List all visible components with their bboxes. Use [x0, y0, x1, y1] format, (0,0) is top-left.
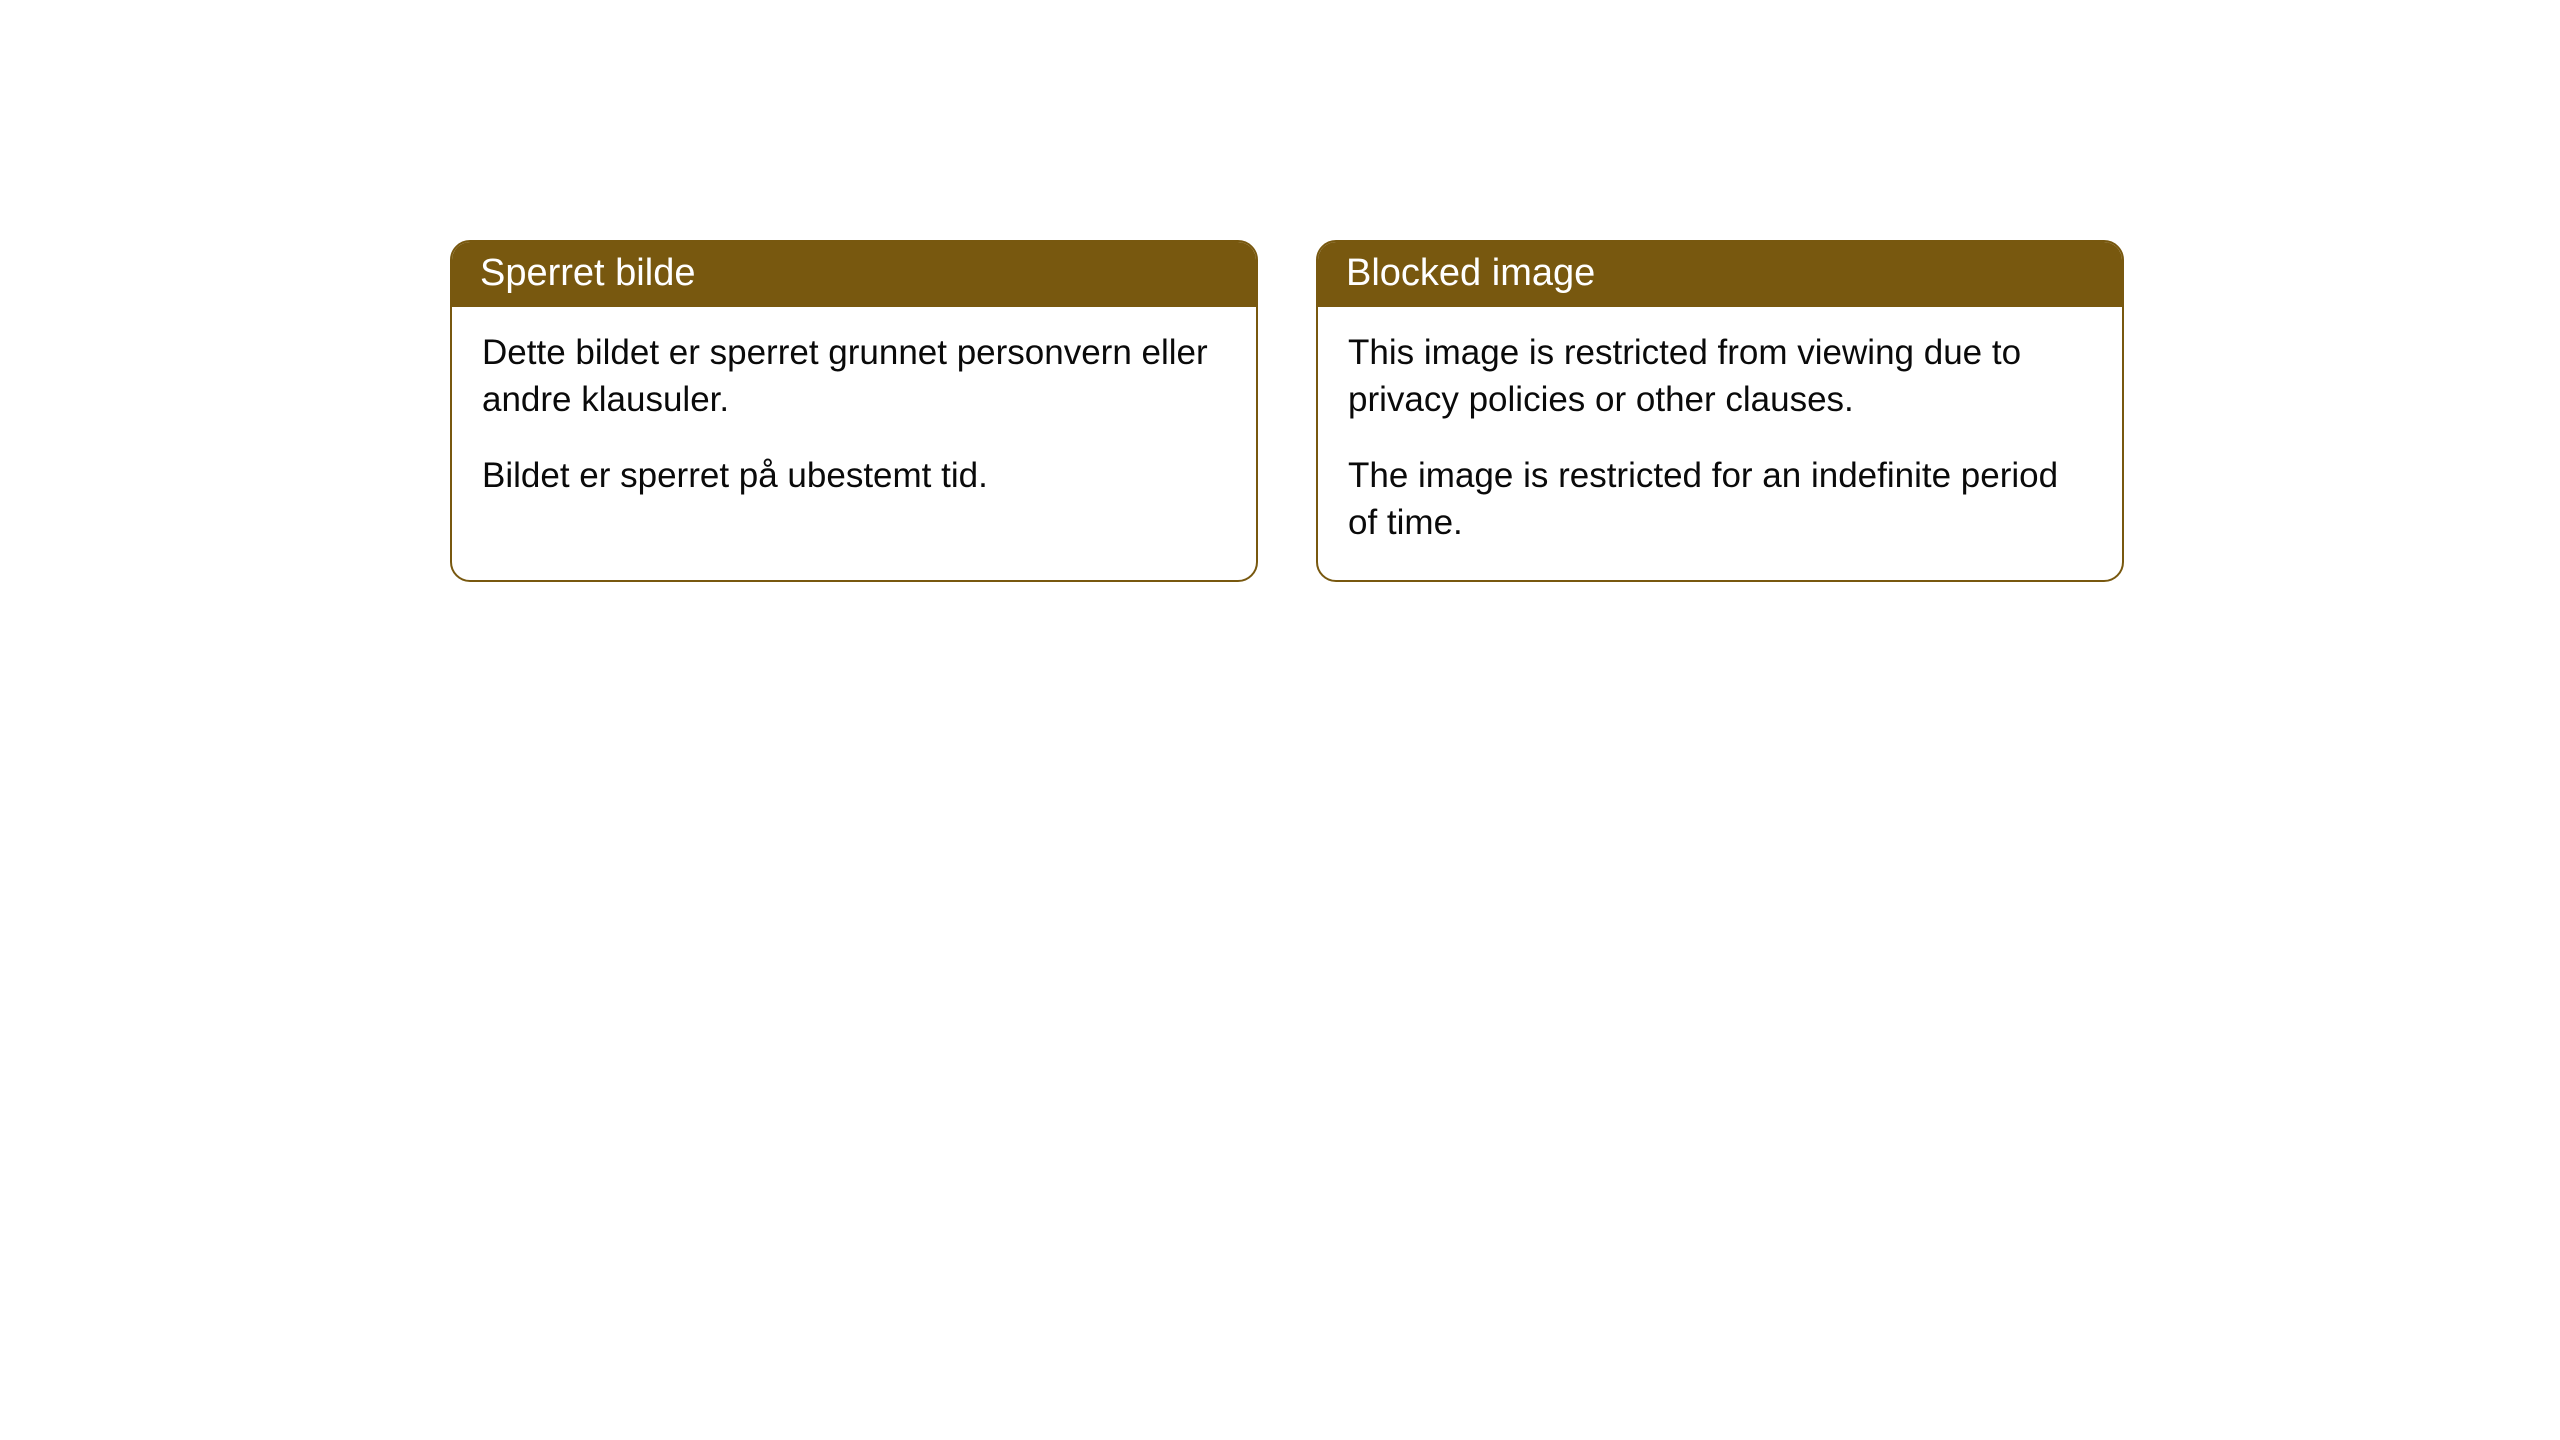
card-header: Blocked image [1318, 242, 2122, 307]
card-paragraph: This image is restricted from viewing du… [1348, 329, 2092, 424]
card-header: Sperret bilde [452, 242, 1256, 307]
card-paragraph: Bildet er sperret på ubestemt tid. [482, 452, 1226, 499]
card-paragraph: Dette bildet er sperret grunnet personve… [482, 329, 1226, 424]
notice-card-english: Blocked image This image is restricted f… [1316, 240, 2124, 582]
notice-card-norwegian: Sperret bilde Dette bildet er sperret gr… [450, 240, 1258, 582]
card-paragraph: The image is restricted for an indefinit… [1348, 452, 2092, 547]
card-body: This image is restricted from viewing du… [1318, 307, 2122, 580]
card-body: Dette bildet er sperret grunnet personve… [452, 307, 1256, 533]
notice-cards-container: Sperret bilde Dette bildet er sperret gr… [450, 240, 2560, 582]
